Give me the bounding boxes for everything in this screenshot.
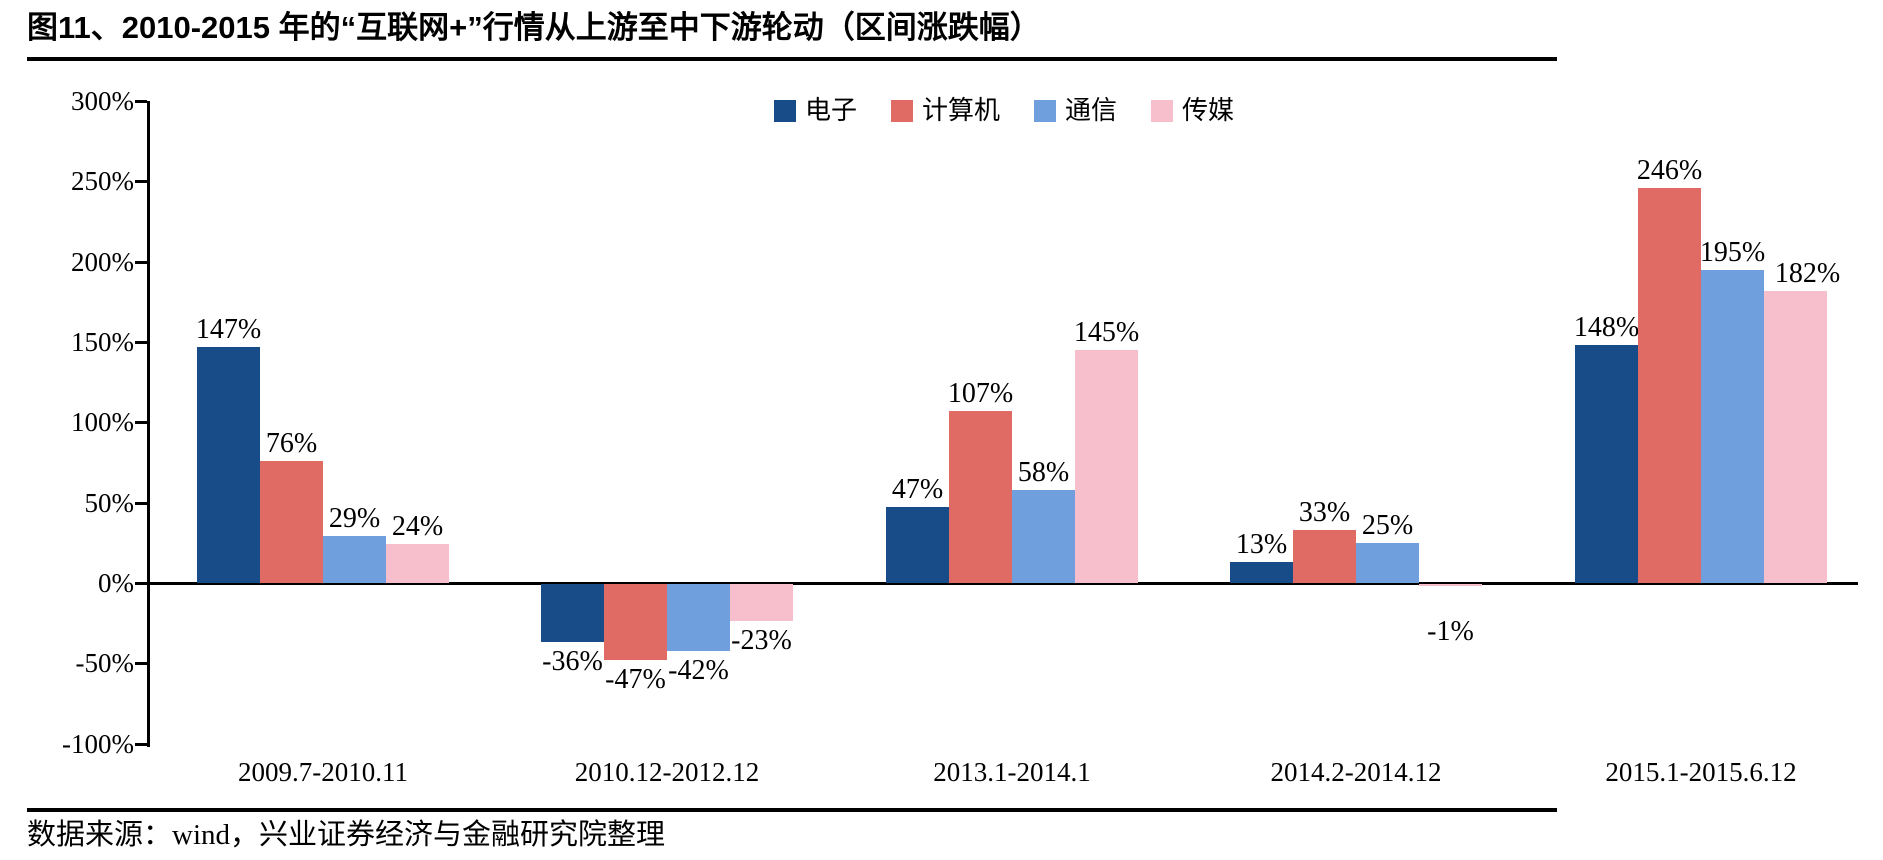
bar-value-label-telecom-g2: 58% bbox=[1017, 456, 1070, 488]
y-axis-tick bbox=[135, 742, 147, 746]
x-axis-label: 2009.7-2010.11 bbox=[238, 757, 408, 787]
bar-telecom-g0 bbox=[323, 536, 386, 583]
bar-computer-g3 bbox=[1293, 529, 1356, 583]
y-axis-tick-label: 100% bbox=[71, 407, 134, 438]
bar-value-label-media-g1: -23% bbox=[731, 624, 792, 656]
bar-electronics-g2 bbox=[886, 507, 949, 583]
chart-legend: 电子 计算机 通信 传媒 bbox=[150, 98, 1858, 124]
legend-item-electronics: 电子 bbox=[773, 96, 857, 125]
bar-value-label-computer-g0: 76% bbox=[265, 427, 318, 459]
bar-media-g0 bbox=[386, 544, 449, 583]
bar-computer-g0 bbox=[260, 460, 323, 583]
bar-media-g3 bbox=[1419, 584, 1482, 586]
footer-rule bbox=[27, 808, 1557, 812]
bar-media-g1 bbox=[730, 584, 793, 621]
legend-label-telecom: 通信 bbox=[1065, 96, 1118, 125]
data-source: 数据来源：wind，兴业证券经济与金融研究院整理 bbox=[27, 819, 666, 851]
bar-value-label-electronics-g2: 47% bbox=[891, 474, 944, 506]
y-axis-tick bbox=[135, 421, 147, 425]
bar-value-label-media-g2: 145% bbox=[1073, 316, 1140, 348]
bar-value-label-media-g3: -1% bbox=[1427, 615, 1474, 647]
bar-computer-g4 bbox=[1638, 187, 1701, 583]
bar-electronics-g4 bbox=[1575, 345, 1638, 583]
bar-chart: 电子 计算机 通信 传媒 300% 250% 200% 150% 100% 50% 0% -50% -1… bbox=[0, 60, 1883, 808]
y-axis-tick bbox=[135, 260, 147, 264]
bar-computer-g1 bbox=[604, 584, 667, 660]
figure-title: 图11、2010-2015 年的“互联网+”行情从上游至中下游轮动（区间涨跌幅） bbox=[27, 10, 1041, 45]
y-axis-tick-label: -100% bbox=[62, 728, 134, 759]
bar-electronics-g3 bbox=[1230, 562, 1293, 583]
bar-value-label-electronics-g1: -36% bbox=[542, 645, 603, 677]
bar-value-label-telecom-g1: -42% bbox=[668, 655, 729, 687]
legend-item-media: 传媒 bbox=[1151, 98, 1234, 124]
y-axis-tick bbox=[135, 662, 147, 666]
bar-value-label-computer-g4: 246% bbox=[1636, 154, 1703, 186]
y-axis-tick bbox=[135, 582, 147, 585]
y-axis-tick-label: 250% bbox=[71, 166, 134, 197]
legend-label-computer: 计算机 bbox=[921, 96, 1000, 125]
y-axis-tick bbox=[135, 180, 147, 184]
bar-computer-g2 bbox=[949, 411, 1012, 583]
bar-media-g2 bbox=[1075, 349, 1138, 583]
y-axis-tick-label: 150% bbox=[71, 326, 134, 357]
legend-label-electronics: 电子 bbox=[804, 96, 857, 125]
y-axis-tick bbox=[135, 340, 147, 344]
legend-label-media: 传媒 bbox=[1182, 96, 1235, 125]
x-axis-label: 2010.12-2012.12 bbox=[574, 757, 760, 787]
bar-electronics-g1 bbox=[541, 584, 604, 642]
bar-value-label-computer-g3: 33% bbox=[1298, 496, 1351, 528]
bar-telecom-g3 bbox=[1356, 542, 1419, 583]
bar-value-label-telecom-g0: 29% bbox=[328, 503, 381, 535]
bar-value-label-media-g4: 182% bbox=[1774, 257, 1841, 289]
bar-telecom-g2 bbox=[1012, 489, 1075, 583]
bar-telecom-g4 bbox=[1701, 269, 1764, 583]
zero-axis-line bbox=[150, 582, 1858, 585]
y-axis-tick bbox=[135, 501, 147, 505]
y-axis-tick bbox=[135, 99, 147, 103]
bar-media-g4 bbox=[1764, 290, 1827, 583]
x-axis-label: 2013.1-2014.1 bbox=[933, 757, 1091, 787]
bar-value-label-telecom-g4: 195% bbox=[1699, 236, 1766, 268]
legend-item-telecom: 通信 bbox=[1034, 98, 1117, 124]
legend-swatch-computer bbox=[890, 100, 913, 122]
bar-electronics-g0 bbox=[197, 346, 260, 583]
bar-value-label-electronics-g3: 13% bbox=[1235, 529, 1288, 561]
legend-swatch-telecom bbox=[1034, 100, 1056, 122]
x-axis-label: 2014.2-2014.12 bbox=[1270, 757, 1442, 787]
title-rule bbox=[27, 57, 1557, 61]
y-axis-tick-label: 50% bbox=[84, 487, 135, 518]
y-axis-tick-label: 300% bbox=[71, 85, 134, 116]
legend-swatch-electronics bbox=[773, 100, 796, 122]
bar-value-label-telecom-g3: 25% bbox=[1361, 509, 1414, 541]
y-axis-tick-label: 200% bbox=[71, 246, 134, 277]
y-axis-tick-label: -50% bbox=[75, 648, 134, 679]
bar-value-label-computer-g2: 107% bbox=[947, 378, 1014, 410]
x-axis-label: 2015.1-2015.6.12 bbox=[1605, 757, 1797, 787]
bar-value-label-computer-g1: -47% bbox=[605, 663, 666, 695]
legend-item-computer: 计算机 bbox=[890, 96, 1000, 125]
bar-value-label-electronics-g4: 148% bbox=[1573, 312, 1640, 344]
bar-value-label-electronics-g0: 147% bbox=[195, 313, 262, 345]
y-axis-tick-label: 0% bbox=[98, 568, 134, 598]
bar-value-label-media-g0: 24% bbox=[391, 511, 444, 543]
y-axis-line bbox=[147, 100, 150, 747]
bar-telecom-g1 bbox=[667, 584, 730, 652]
legend-swatch-media bbox=[1151, 100, 1174, 122]
